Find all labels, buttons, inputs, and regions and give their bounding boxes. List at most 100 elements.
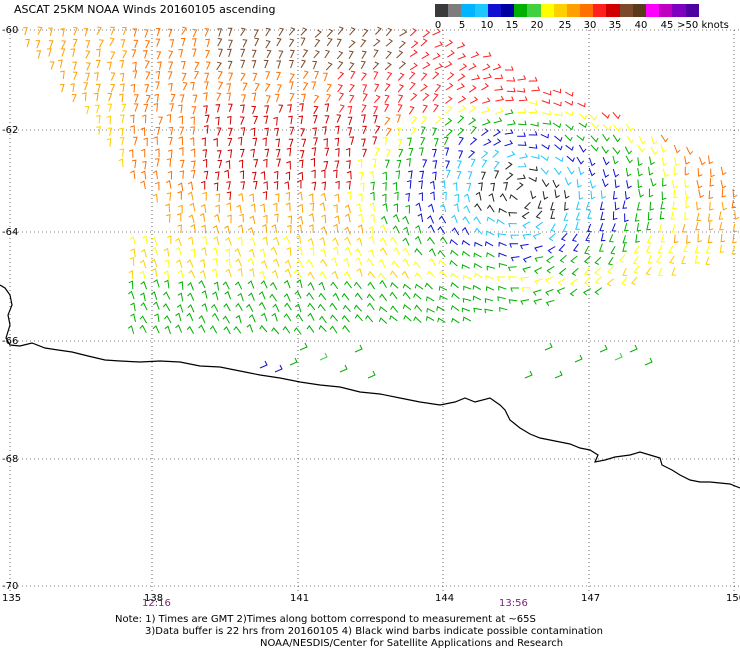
- wind-barb: [190, 148, 196, 158]
- legend-swatch-10: [566, 4, 581, 17]
- wind-barb: [378, 306, 388, 313]
- wind-barb: [60, 48, 66, 57]
- wind-barb: [505, 96, 515, 102]
- wind-barb: [427, 224, 435, 233]
- wind-barb: [226, 202, 232, 212]
- wind-barb: [133, 39, 139, 48]
- wind-barb: [355, 203, 361, 212]
- wind-barb: [320, 192, 327, 202]
- wind-barb: [625, 168, 632, 177]
- wind-barb: [467, 171, 473, 180]
- wind-barb: [411, 115, 418, 125]
- wind-barb: [557, 278, 566, 286]
- wind-barb: [553, 101, 562, 107]
- wind-barb: [564, 201, 569, 211]
- wind-barb: [493, 129, 501, 137]
- wind-barb: [154, 181, 160, 191]
- wind-barb: [169, 39, 175, 48]
- wind-barb: [611, 223, 617, 232]
- wind-barb: [201, 235, 207, 245]
- wind-barb: [119, 137, 125, 146]
- wind-barb: [732, 188, 738, 198]
- wind-barb: [414, 272, 423, 280]
- wind-barb: [637, 157, 643, 167]
- wind-barb: [697, 168, 703, 177]
- wind-barb: [498, 262, 508, 268]
- wind-barb: [314, 38, 321, 48]
- wind-barb: [461, 264, 471, 269]
- wind-barb: [468, 150, 476, 159]
- legend-label-0: 0: [434, 20, 442, 31]
- wind-barb: [518, 96, 528, 102]
- wind-barb: [348, 62, 355, 71]
- wind-barb: [474, 241, 483, 247]
- wind-barb: [408, 71, 416, 80]
- wind-barb: [614, 179, 620, 189]
- wind-barb: [367, 281, 376, 290]
- wind-barb: [461, 307, 471, 313]
- wind-barb: [585, 201, 591, 211]
- wind-barb: [347, 105, 353, 115]
- wind-barb: [528, 108, 538, 113]
- wind-barb: [366, 293, 375, 301]
- wind-barb: [312, 127, 318, 136]
- wind-barb: [575, 201, 581, 210]
- wind-barb: [246, 323, 254, 333]
- wind-barb: [240, 181, 246, 190]
- wind-barb: [61, 40, 67, 49]
- wind-barb: [731, 199, 737, 209]
- wind-barb: [313, 137, 318, 146]
- wind-barb: [48, 27, 53, 36]
- wind-barb: [558, 267, 567, 276]
- wind-barb: [520, 276, 529, 282]
- wind-barb: [545, 276, 554, 284]
- wind-barb: [372, 115, 378, 124]
- wind-barb: [370, 191, 375, 201]
- latitude-label: -60: [2, 25, 19, 36]
- wind-barb: [285, 171, 291, 181]
- wind-barb: [624, 213, 629, 223]
- wind-barb: [175, 324, 183, 333]
- wind-barb: [260, 171, 266, 180]
- wind-barb: [612, 147, 621, 155]
- wind-barb: [362, 84, 368, 93]
- wind-barb: [374, 83, 380, 92]
- wind-barb: [263, 115, 269, 125]
- wind-barb: [574, 354, 583, 363]
- wind-barb: [458, 105, 467, 113]
- wind-barb: [227, 27, 233, 37]
- wind-barb: [403, 226, 410, 236]
- wind-barb: [142, 235, 148, 245]
- wind-barb: [531, 86, 541, 92]
- wind-barb: [463, 274, 472, 280]
- wind-barb: [307, 302, 316, 311]
- legend-swatch-19: [685, 4, 699, 17]
- legend-label-4: 20: [530, 20, 544, 31]
- wind-barb: [662, 168, 669, 178]
- wind-barb: [508, 276, 517, 281]
- wind-barb: [473, 307, 482, 313]
- wind-barb: [201, 224, 207, 234]
- latitude-label: -64: [2, 227, 19, 238]
- wind-barb: [612, 111, 621, 120]
- wind-barb: [732, 234, 737, 244]
- wind-barb: [212, 291, 219, 301]
- wind-barb: [254, 37, 260, 47]
- longitude-label: 138: [144, 593, 164, 604]
- wind-barb: [198, 324, 206, 333]
- wind-barb: [164, 259, 170, 269]
- wind-barb: [461, 250, 471, 257]
- wind-barb: [247, 280, 255, 289]
- wind-barb: [296, 224, 303, 234]
- wind-barb: [339, 364, 348, 373]
- wind-barb: [95, 59, 101, 69]
- wind-barb: [151, 267, 158, 277]
- wind-barb: [240, 48, 246, 57]
- wind-barb: [132, 70, 138, 79]
- legend-swatch-14: [619, 4, 633, 17]
- wind-barb: [379, 279, 387, 288]
- wind-barb: [506, 172, 514, 181]
- wind-barb: [522, 233, 532, 240]
- wind-barb: [430, 191, 435, 201]
